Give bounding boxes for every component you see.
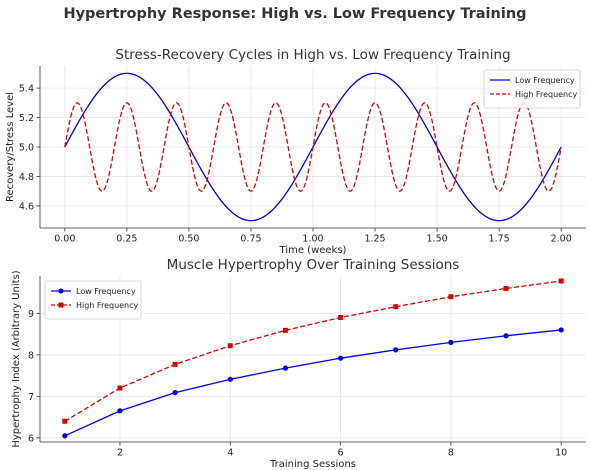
c2-high-point (503, 285, 509, 291)
c2-xtick-label: 6 (338, 448, 344, 459)
c2-title: Muscle Hypertrophy Over Training Session… (167, 257, 460, 273)
c2-high-point (282, 327, 288, 333)
c1-xtick-label: 1.25 (364, 234, 385, 245)
c2-low-point (172, 390, 178, 396)
c1-xtick-label: 0.25 (116, 234, 137, 245)
c2-high-point (338, 315, 344, 320)
c1-xtick-label: 1.50 (427, 234, 448, 245)
c2-high-point (227, 343, 233, 349)
c2-ytick-label: 6 (28, 433, 34, 444)
hypertrophy-chart: 2 4 6 8 10 6 7 8 9 Muscle Hypertrophy Over Traini… (11, 257, 586, 470)
c2-xtick-label: 8 (448, 448, 454, 459)
c2-low-point (337, 355, 344, 361)
c2-low-point (227, 376, 233, 382)
c2-x-axis-label: Training Sessions (269, 459, 356, 470)
c2-high-point (62, 418, 68, 424)
c1-ytick-label: 5.0 (19, 143, 34, 154)
c1-xtick-label: 0.00 (54, 234, 75, 245)
c1-ytick-label: 5.2 (19, 113, 34, 124)
c2-y-axis-label: Hypertrophy Index (Arbitrary Units) (11, 270, 22, 447)
c2-series-low-line (64, 329, 562, 437)
c2-ytick-label: 8 (28, 350, 34, 361)
stress-recovery-chart: 0.00 0.25 0.50 0.75 1.00 1.25 1.50 1.75 2.00 4.6 4… (5, 47, 586, 256)
c1-x-axis-label: Time (weeks) (279, 245, 347, 256)
c2-high-point (393, 304, 399, 310)
c1-xtick-label: 0.50 (178, 234, 199, 245)
c2-xtick-label: 2 (117, 448, 123, 459)
c1-title: Stress-Recovery Cycles in High vs. Low F… (115, 47, 510, 63)
c2-legend-marker-0 (58, 288, 64, 294)
c2-legend-label-0: Low Frequency (76, 287, 136, 296)
c2-high-point (558, 278, 564, 284)
c1-xtick-label: 1.75 (489, 234, 510, 245)
c2-low-point (448, 339, 454, 345)
c2-series-high-line (64, 280, 562, 422)
c2-legend-label-1: High Frequency (76, 301, 139, 310)
c1-ytick-label: 4.6 (19, 201, 34, 212)
c1-y-axis-label: Recovery/Stress Level (5, 92, 16, 202)
c2-xtick-label: 4 (227, 448, 233, 459)
c1-series-high-line (64, 102, 562, 192)
c2-ytick-label: 7 (28, 392, 34, 403)
c2-low-point (62, 433, 68, 439)
c2-low-point (393, 347, 399, 353)
c1-ytick-label: 4.8 (19, 172, 34, 183)
c2-xtick-label: 10 (555, 448, 567, 459)
c2-high-point (117, 385, 123, 391)
c2-high-point (172, 361, 178, 367)
c2-low-point (558, 327, 564, 333)
c1-xtick-label: 0.75 (240, 234, 261, 245)
c2-low-point (282, 365, 289, 371)
c1-ytick-label: 5.4 (19, 84, 34, 95)
c2-low-point (117, 408, 123, 414)
c2-low-point (503, 333, 509, 339)
c1-legend-label-0: Low Frequency (515, 76, 575, 85)
figure-title: Hypertrophy Response: High vs. Low Frequ… (63, 6, 526, 22)
c1-xtick-label: 2.00 (551, 234, 572, 245)
c2-ytick-label: 9 (28, 309, 34, 320)
c1-legend-label-1: High Frequency (515, 90, 578, 99)
c2-legend-marker-1 (58, 302, 64, 308)
c1-xtick-label: 1.00 (302, 234, 323, 245)
c2-high-point (448, 294, 454, 300)
